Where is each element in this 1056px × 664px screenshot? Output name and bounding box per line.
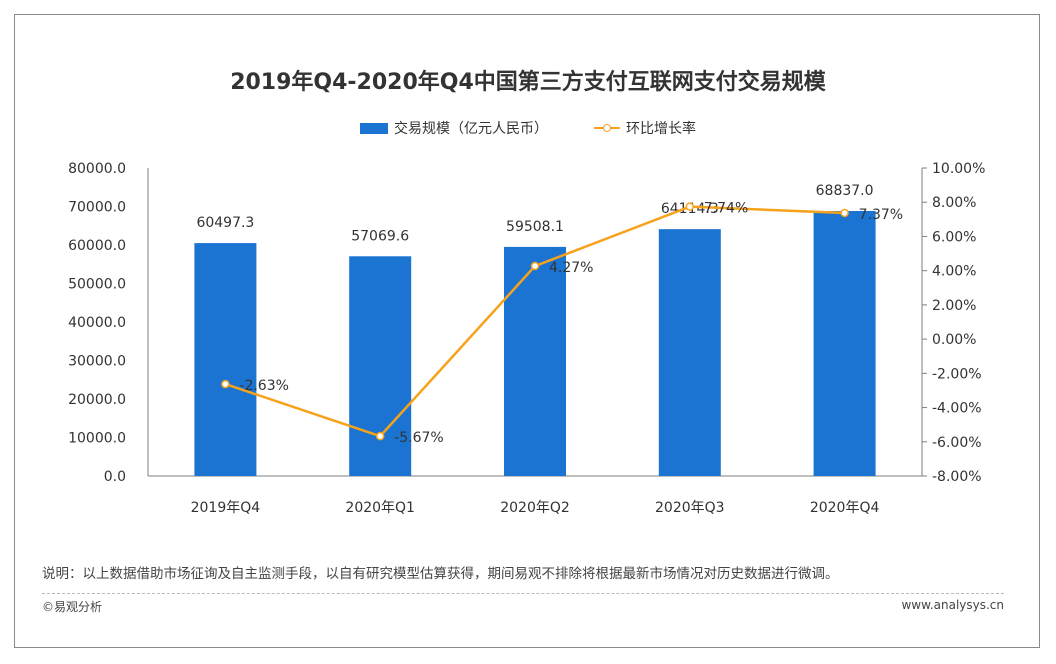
bar-value-label: 57069.6 — [351, 228, 409, 244]
right-tick-label: 10.00% — [932, 161, 985, 177]
right-tick-label: -2.00% — [932, 366, 982, 382]
chart-title: 2019年Q4-2020年Q4中国第三方支付互联网支付交易规模 — [230, 70, 826, 95]
bar-value-label: 68837.0 — [816, 183, 874, 199]
left-tick-label: 30000.0 — [68, 354, 126, 370]
bar — [194, 243, 257, 476]
left-tick-label: 20000.0 — [68, 392, 126, 408]
growth-rate-label: 4.27% — [549, 260, 593, 276]
left-tick-label: 80000.0 — [68, 161, 126, 177]
right-tick-label: -6.00% — [932, 435, 982, 451]
left-tick-label: 10000.0 — [68, 431, 126, 447]
copyright-text: ©易观分析 — [42, 600, 103, 614]
left-tick-label: 40000.0 — [68, 315, 126, 331]
right-tick-label: 8.00% — [932, 195, 976, 211]
legend-item-line: 环比增长率 — [594, 118, 696, 138]
left-tick-label: 70000.0 — [68, 200, 126, 216]
growth-rate-label: 7.74% — [704, 201, 748, 217]
bar-value-label: 60497.3 — [196, 215, 254, 231]
x-tick-label: 2020年Q3 — [655, 500, 725, 516]
growth-rate-point — [840, 208, 849, 218]
right-tick-label: 4.00% — [932, 264, 976, 280]
growth-rate-point — [221, 379, 230, 389]
bar — [658, 229, 721, 476]
legend-bar-label: 交易规模（亿元人民币） — [394, 121, 548, 137]
bar-value-label: 59508.1 — [506, 219, 564, 235]
right-tick-label: 6.00% — [932, 229, 976, 245]
legend-bar-swatch — [360, 122, 388, 134]
left-tick-label: 60000.0 — [68, 238, 126, 254]
x-tick-label: 2019年Q4 — [191, 500, 261, 516]
bar — [504, 246, 566, 476]
right-tick-label: -4.00% — [932, 401, 982, 417]
left-tick-label: 0.0 — [104, 469, 126, 485]
legend-line-swatch — [594, 122, 620, 134]
footer-divider — [42, 593, 1004, 594]
chart-frame — [14, 14, 1040, 648]
x-tick-label: 2020年Q2 — [500, 500, 570, 516]
growth-rate-label: -5.67% — [394, 430, 444, 446]
right-tick-label: 2.00% — [932, 298, 976, 314]
growth-rate-point — [530, 261, 540, 271]
left-tick-label: 50000.0 — [68, 277, 126, 293]
legend-item-bar: 交易规模（亿元人民币） — [360, 118, 548, 138]
growth-rate-point — [685, 202, 695, 211]
legend-line-label: 环比增长率 — [626, 121, 696, 137]
x-tick-label: 2020年Q4 — [810, 500, 880, 516]
footnote: 说明：以上数据借助市场征询及自主监测手段，以自有研究模型估算获得，期间易观不排除… — [42, 566, 839, 582]
growth-rate-point — [375, 431, 385, 441]
right-tick-label: -8.00% — [932, 469, 982, 485]
chart-legend: 交易规模（亿元人民币） 环比增长率 — [0, 118, 1056, 138]
growth-rate-label: -2.63% — [239, 378, 289, 394]
bar — [813, 210, 876, 477]
right-tick-label: 0.00% — [932, 332, 976, 348]
x-tick-label: 2020年Q1 — [345, 500, 415, 516]
website-text: www.analysys.cn — [901, 598, 1004, 612]
growth-rate-label: 7.37% — [859, 207, 903, 223]
